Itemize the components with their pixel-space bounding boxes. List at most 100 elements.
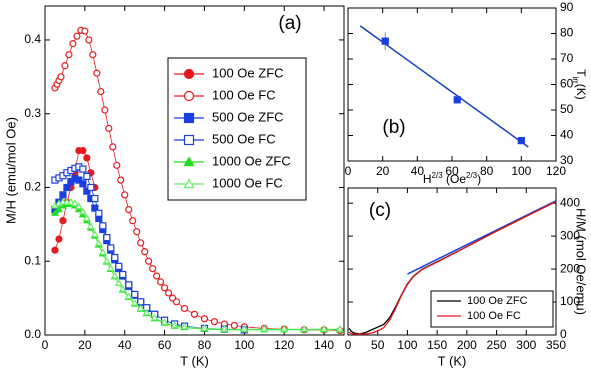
- marker: [63, 183, 71, 192]
- y-axis-label: M/H (emu/mol Oe): [3, 117, 18, 224]
- y-axis-label: Tirr(K): [571, 69, 587, 99]
- legend-label: 100 Oe FC: [212, 87, 276, 102]
- marker: [150, 313, 159, 321]
- y-tick-label: 0.0: [24, 327, 41, 341]
- x-tick-label: 100: [234, 338, 254, 352]
- marker: [161, 284, 169, 292]
- marker: [101, 106, 109, 114]
- marker: [59, 191, 67, 199]
- label-part: T: [574, 69, 588, 77]
- marker: [83, 154, 91, 162]
- plot-frame: [44, 5, 345, 336]
- marker: [74, 202, 83, 210]
- marker: [117, 176, 125, 184]
- marker: [230, 321, 238, 330]
- marker: [95, 209, 103, 217]
- marker: [79, 146, 87, 155]
- legend-marker: [183, 68, 195, 80]
- x-tick-label: 200: [457, 338, 477, 352]
- marker: [105, 124, 113, 133]
- marker: [141, 248, 149, 256]
- y-tick-label: 0.4: [24, 32, 41, 46]
- marker: [97, 87, 105, 96]
- x-tick-label: 100: [397, 338, 417, 352]
- marker: [517, 137, 525, 145]
- marker: [61, 62, 69, 70]
- marker: [91, 194, 99, 203]
- legend-label: 1000 Oe FC: [212, 175, 283, 190]
- x-tick-label: 120: [274, 338, 294, 352]
- marker: [59, 217, 67, 225]
- marker: [79, 165, 87, 173]
- label-part: 2/3: [466, 171, 478, 180]
- marker: [453, 96, 461, 104]
- x-tick-label: 60: [445, 164, 459, 178]
- marker: [93, 69, 101, 77]
- marker: [180, 304, 189, 313]
- legend-frame: [430, 290, 554, 328]
- marker: [160, 318, 169, 326]
- marker: [90, 230, 99, 238]
- x-tick-label: 80: [480, 164, 494, 178]
- marker: [124, 292, 133, 300]
- marker: [381, 37, 389, 45]
- x-tick-label: 0: [345, 164, 352, 178]
- marker: [320, 324, 329, 332]
- marker: [153, 272, 161, 280]
- marker: [164, 289, 173, 297]
- marker: [87, 183, 95, 192]
- marker: [82, 214, 91, 222]
- marker: [210, 318, 219, 326]
- legend-marker: [183, 112, 195, 124]
- x-tick-label: 40: [118, 338, 132, 352]
- marker: [51, 246, 59, 254]
- marker: [98, 248, 107, 255]
- x-tick-label: 250: [487, 338, 507, 352]
- marker: [78, 207, 87, 215]
- x-tick-label: 140: [314, 338, 334, 352]
- marker: [54, 205, 64, 213]
- marker: [114, 279, 123, 286]
- legend-label: 500 Oe FC: [212, 131, 276, 146]
- marker: [107, 244, 115, 252]
- x-tick-label: 120: [546, 164, 566, 178]
- marker: [180, 322, 189, 330]
- marker: [190, 310, 199, 318]
- legend-marker: [183, 156, 195, 167]
- x-tick-label: 60: [158, 338, 172, 352]
- x-axis-label: H2/3 (Oe2/3): [423, 171, 481, 187]
- label-part: 2/3: [432, 171, 444, 180]
- marker: [73, 32, 81, 40]
- label-part: (K): [574, 84, 588, 100]
- marker: [137, 239, 145, 247]
- x-tick-label: 50: [371, 338, 385, 352]
- marker: [130, 299, 139, 306]
- x-tick-label: 150: [427, 338, 447, 352]
- y-tick-label: 0.2: [24, 180, 41, 194]
- legend-marker: [183, 178, 195, 189]
- label-part: H: [423, 172, 432, 186]
- marker: [136, 304, 145, 312]
- x-tick-label: 0: [345, 338, 352, 352]
- marker: [137, 298, 145, 306]
- marker: [200, 324, 209, 331]
- marker: [335, 324, 345, 332]
- y-tick-label: 80: [560, 26, 574, 40]
- legend-label: 1000 Oe ZFC: [212, 153, 291, 168]
- legend-frame: [167, 57, 307, 201]
- label-part: ): [477, 172, 481, 186]
- marker: [119, 270, 127, 279]
- marker: [240, 324, 249, 332]
- legend-marker: [183, 90, 195, 102]
- y-tick-label: 90: [560, 0, 574, 14]
- marker: [79, 180, 87, 188]
- marker: [260, 324, 269, 332]
- legend-label: 100 Oe ZFC: [467, 295, 528, 307]
- marker: [133, 228, 141, 236]
- marker: [70, 199, 79, 207]
- marker: [115, 262, 123, 270]
- y-axis-label: H/M (mol Oe/emu): [574, 208, 589, 315]
- x-tick-label: 0: [42, 338, 49, 352]
- marker: [69, 40, 77, 48]
- marker: [55, 235, 63, 243]
